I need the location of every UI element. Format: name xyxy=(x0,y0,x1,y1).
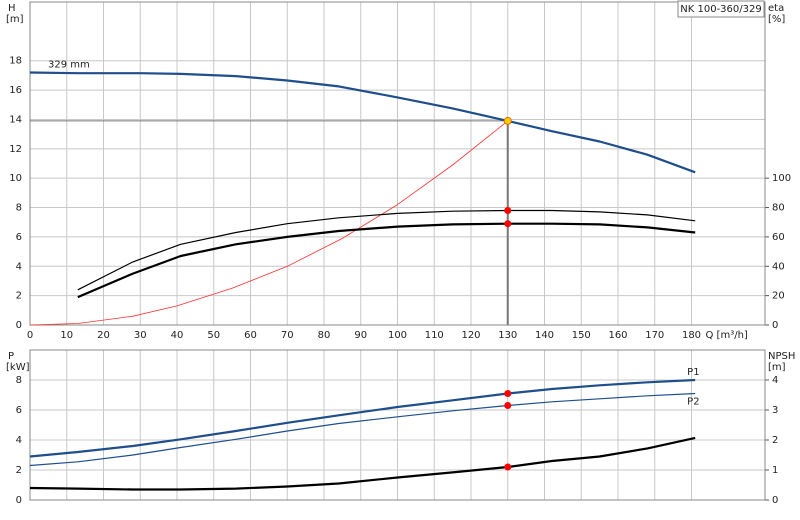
title-box: NK 100-360/329 xyxy=(677,0,765,18)
y2-axis-label: NPSH xyxy=(768,351,795,362)
x-tick-label: 100 xyxy=(388,330,407,341)
operating-point xyxy=(504,390,512,397)
y-tick-label: 0 xyxy=(16,495,22,506)
y2-tick-label: 3 xyxy=(772,405,778,416)
y-tick-label: 6 xyxy=(16,232,22,243)
y-tick-label: 10 xyxy=(9,173,22,184)
y-tick-label: 8 xyxy=(16,203,22,214)
y2-tick-label: 60 xyxy=(772,232,785,243)
y2-tick-label: 0 xyxy=(772,320,778,331)
x-tick-label: 160 xyxy=(608,330,627,341)
y2-tick-label: 40 xyxy=(772,261,785,272)
curve-label: 329 mm xyxy=(48,59,90,70)
operating-point xyxy=(504,206,512,214)
plot-frame xyxy=(29,1,766,326)
x-tick-label: 10 xyxy=(60,330,73,341)
operating-point xyxy=(504,402,512,409)
y2-tick-label: 1 xyxy=(772,465,778,476)
y-tick-label: 0 xyxy=(16,320,22,331)
x-tick-label: 170 xyxy=(645,330,664,341)
y2-axis-unit: [%] xyxy=(768,14,785,25)
x-tick-label: 180 xyxy=(682,330,701,341)
y2-tick-label: 4 xyxy=(772,375,778,386)
plot-frame xyxy=(29,349,766,501)
y-tick-label: 16 xyxy=(9,85,22,96)
y-tick-label: 2 xyxy=(16,465,22,476)
title-border xyxy=(677,0,765,18)
y2-axis-unit: [m] xyxy=(768,362,786,373)
y2-tick-label: 100 xyxy=(772,173,791,184)
x-tick-label: 120 xyxy=(461,330,480,341)
y-tick-label: 14 xyxy=(9,114,22,125)
y-axis-label: H xyxy=(8,3,16,14)
curve xyxy=(29,120,509,326)
curve xyxy=(77,209,696,291)
curve xyxy=(29,71,696,174)
x-tick-label: 130 xyxy=(498,330,517,341)
x-tick-label: 20 xyxy=(97,330,110,341)
y-axis-label: P xyxy=(8,351,14,362)
y-tick-label: 6 xyxy=(16,405,22,416)
curve xyxy=(77,222,696,299)
x-tick-label: 150 xyxy=(572,330,591,341)
x-tick-label: 90 xyxy=(354,330,367,341)
x-tick-label: 70 xyxy=(281,330,294,341)
y-tick-label: 8 xyxy=(16,375,22,386)
curve-label: P1 xyxy=(687,367,699,378)
chart-title: NK 100-360/329 xyxy=(680,4,761,15)
y-axis-unit: [kW] xyxy=(6,362,30,373)
y-tick-label: 12 xyxy=(9,144,22,155)
y-tick-label: 4 xyxy=(16,261,22,272)
x-tick-label: 50 xyxy=(207,330,220,341)
operating-point xyxy=(503,116,512,125)
operating-point xyxy=(504,220,512,228)
y-axis-unit: [m] xyxy=(6,14,24,25)
curve xyxy=(29,436,696,491)
curve xyxy=(29,392,696,467)
y-tick-label: 4 xyxy=(16,435,22,446)
curve-label: P2 xyxy=(687,397,699,408)
y-tick-label: 18 xyxy=(9,56,22,67)
operating-point xyxy=(504,463,512,471)
y2-axis-label: eta xyxy=(768,3,784,14)
x-tick-label: 60 xyxy=(244,330,257,341)
x-tick-label: 0 xyxy=(27,330,33,341)
x-tick-label: 80 xyxy=(318,330,331,341)
x-tick-label: 140 xyxy=(535,330,554,341)
x-tick-label: 110 xyxy=(425,330,444,341)
y-tick-label: 2 xyxy=(16,291,22,302)
x-axis-label: Q [m³/h] xyxy=(706,330,748,341)
y2-tick-label: 2 xyxy=(772,435,778,446)
x-tick-label: 40 xyxy=(171,330,184,341)
y2-tick-label: 20 xyxy=(772,291,785,302)
x-tick-label: 30 xyxy=(134,330,147,341)
y2-tick-label: 80 xyxy=(772,203,785,214)
curve xyxy=(29,378,696,458)
y2-tick-label: 0 xyxy=(772,495,778,506)
